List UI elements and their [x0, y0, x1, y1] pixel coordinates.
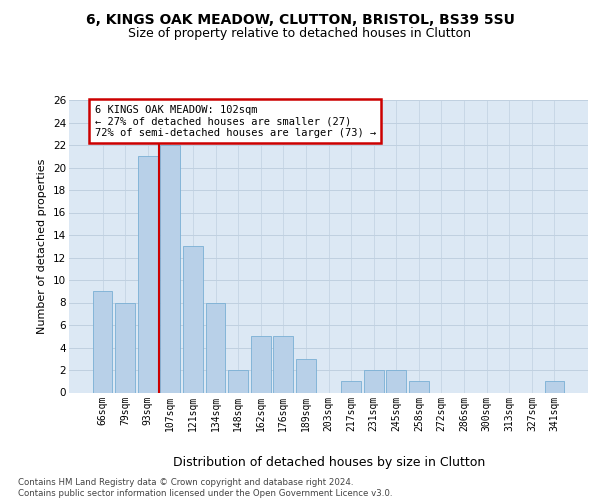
- Text: Contains HM Land Registry data © Crown copyright and database right 2024.
Contai: Contains HM Land Registry data © Crown c…: [18, 478, 392, 498]
- Bar: [183, 246, 203, 392]
- Bar: [386, 370, 406, 392]
- Bar: [274, 336, 293, 392]
- Bar: [341, 381, 361, 392]
- Text: Size of property relative to detached houses in Clutton: Size of property relative to detached ho…: [128, 28, 472, 40]
- Bar: [138, 156, 158, 392]
- Bar: [92, 291, 112, 392]
- Text: Distribution of detached houses by size in Clutton: Distribution of detached houses by size …: [173, 456, 485, 469]
- Bar: [228, 370, 248, 392]
- Bar: [409, 381, 429, 392]
- Bar: [115, 302, 135, 392]
- Bar: [206, 302, 226, 392]
- Bar: [160, 145, 180, 392]
- Bar: [296, 359, 316, 392]
- Text: 6, KINGS OAK MEADOW, CLUTTON, BRISTOL, BS39 5SU: 6, KINGS OAK MEADOW, CLUTTON, BRISTOL, B…: [86, 12, 514, 26]
- Bar: [545, 381, 565, 392]
- Bar: [364, 370, 383, 392]
- Bar: [251, 336, 271, 392]
- Y-axis label: Number of detached properties: Number of detached properties: [37, 158, 47, 334]
- Text: 6 KINGS OAK MEADOW: 102sqm
← 27% of detached houses are smaller (27)
72% of semi: 6 KINGS OAK MEADOW: 102sqm ← 27% of deta…: [95, 104, 376, 138]
